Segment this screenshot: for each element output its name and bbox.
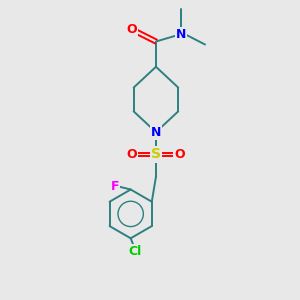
Text: N: N: [151, 126, 161, 139]
Text: O: O: [127, 148, 137, 161]
Text: F: F: [111, 180, 119, 193]
Text: N: N: [176, 28, 186, 40]
Text: Cl: Cl: [128, 244, 142, 258]
Text: S: S: [151, 148, 161, 161]
Text: O: O: [127, 23, 137, 36]
Text: O: O: [174, 148, 185, 161]
